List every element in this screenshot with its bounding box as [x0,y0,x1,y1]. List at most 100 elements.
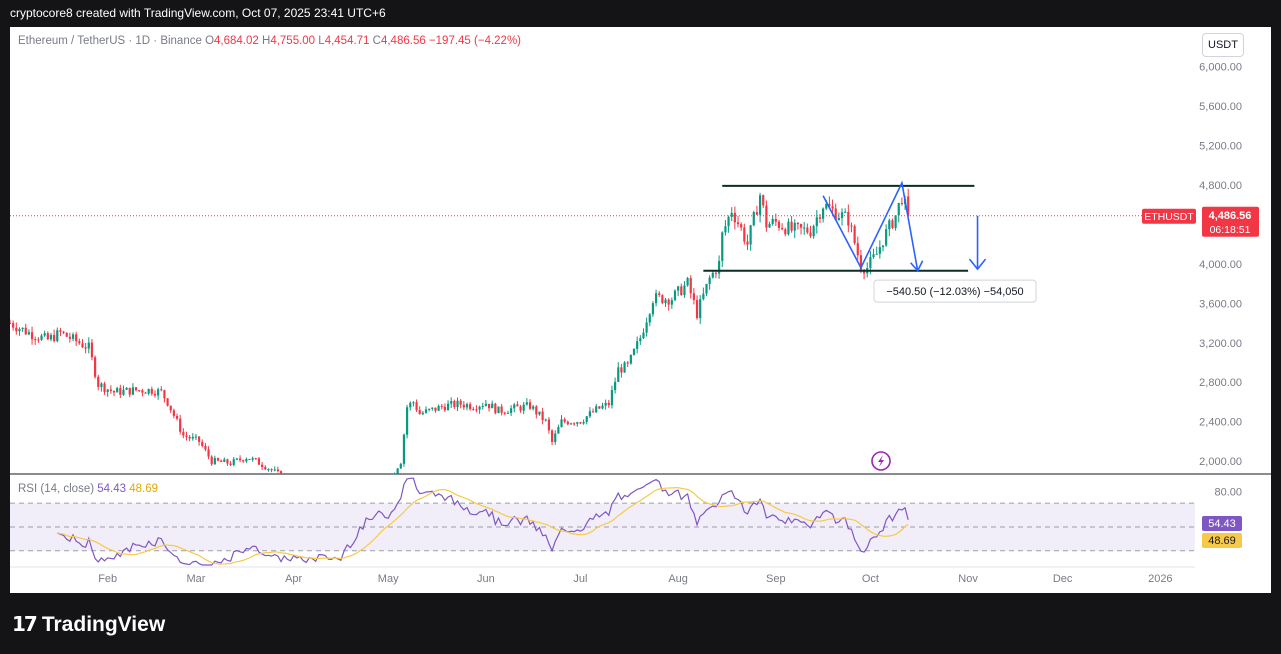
candle-body [144,392,147,394]
candle-body [585,416,588,422]
candle [399,462,402,469]
currency-button[interactable]: USDT [1202,33,1244,57]
candle-body [837,217,840,220]
candle-body [626,362,629,364]
candle [686,276,689,287]
candle-body [188,437,191,439]
candle [680,283,683,296]
candle-body [749,225,752,245]
candle [636,336,639,354]
candle-body [204,445,207,450]
candle [40,333,43,341]
candle-body [100,383,103,387]
candle-body [793,222,796,231]
candle-body [900,202,904,205]
tradingview-logo-icon: 𝟭𝟳 [12,614,38,636]
candle [160,386,163,392]
candle [34,336,37,345]
rsi-value-badge [1202,516,1242,531]
candle [497,406,500,414]
candle [75,331,78,346]
candle [881,245,885,252]
candle-body [487,403,491,409]
candle [815,210,818,234]
candle [607,399,610,408]
candle [257,457,261,465]
price-tick-label: 5,200.00 [1199,140,1242,152]
candle-body [541,411,544,421]
candle-body [705,283,708,294]
candle-body [513,404,516,409]
candle [806,223,809,235]
candle [78,338,81,345]
candle-body [774,218,777,222]
candle-body [469,404,472,410]
flash-icon-bolt [878,455,884,467]
candle-body [636,341,639,349]
time-axis: Feb Mar Apr May Jun Jul Aug Sep Oct Nov Dec 2026 [10,566,1195,585]
candle-body [109,389,112,391]
candle [768,221,771,228]
candle-body [242,460,245,462]
candle [519,404,522,413]
candle-body [743,227,746,242]
candle-body [62,331,65,333]
candle-body [683,285,686,296]
rsi-ma-value: 48.69 [129,483,159,495]
candle [777,219,781,231]
candle-body [639,338,642,342]
candle-body [472,409,475,411]
candle [897,202,900,223]
candle [522,401,525,415]
candle [264,465,267,471]
candle-body [182,431,185,436]
candle [645,317,648,337]
candle-body [689,278,692,294]
candle-body [97,376,100,387]
candle [15,322,18,335]
chart-panel[interactable]: ETHUSDT 4,486.56 06:18:51 −540.50 (−12.03%)… [10,27,1271,593]
candle [878,240,881,259]
candle [456,397,459,412]
candle [557,424,560,434]
tradingview-logo[interactable]: 𝟭𝟳 TradingView [12,612,165,637]
candle-body [406,407,409,435]
candle-body [604,402,607,406]
candle-body [172,410,175,416]
candle-body [677,286,680,291]
candle [406,404,409,439]
candle-body [822,208,825,219]
candle [248,458,251,460]
price-badge-symbol-bg [1142,208,1196,224]
candle [462,401,465,410]
candle [648,313,651,327]
candle-body [500,406,503,413]
rsi-band [10,503,1195,551]
candle [478,405,481,414]
candle-body [686,278,689,286]
candle-body [81,343,84,348]
rsi-legend: RSI (14, close) 54.43 48.69 [18,483,158,495]
candle-body [163,390,166,399]
candle [431,407,434,411]
candle-body [261,464,264,467]
candle-body [37,339,40,341]
candle-body [494,403,497,414]
candle-body [216,458,220,461]
candle [223,457,226,463]
candle [670,297,673,309]
candle-body [563,419,566,422]
candle-body [730,212,733,217]
candle [150,386,153,396]
candle [601,402,604,410]
candle-body [881,245,885,248]
candle-body [10,323,12,325]
candle-body [235,458,239,460]
candle-body [160,389,163,391]
candle [415,399,418,412]
candle-body [475,409,478,411]
price-chart[interactable]: ETHUSDT 4,486.56 06:18:51 −540.50 (−12.03%)… [10,27,1271,593]
candle [267,468,270,472]
candle [245,457,248,464]
time-tick-label: Feb [98,573,117,585]
